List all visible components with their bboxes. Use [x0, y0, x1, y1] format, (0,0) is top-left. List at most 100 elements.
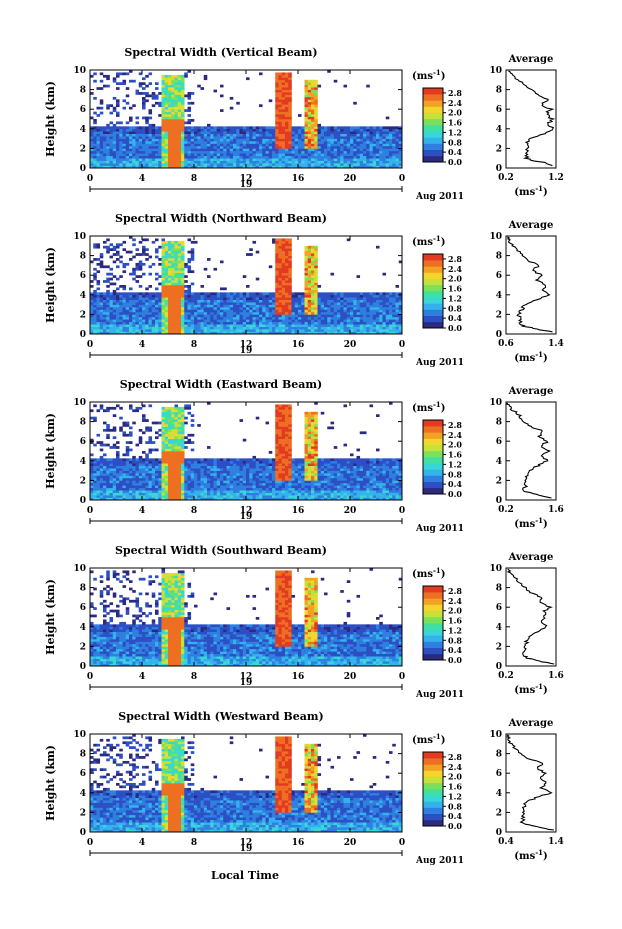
heatmap-cell — [125, 470, 130, 474]
heatmap-cell — [203, 319, 208, 323]
heatmap-cell — [197, 133, 201, 137]
heatmap-cell — [385, 153, 390, 157]
heatmap-cell — [346, 136, 351, 139]
heatmap-cell — [129, 473, 133, 476]
heatmap-cell — [132, 455, 136, 459]
heatmap-cell — [275, 270, 279, 274]
heatmap-cell — [239, 304, 244, 308]
heatmap-cell — [197, 131, 201, 134]
heatmap-cell — [242, 160, 247, 164]
heatmap-cell — [281, 128, 286, 132]
heatmap-cell — [132, 272, 136, 276]
heatmap-cell — [392, 145, 396, 149]
heatmap-cell — [363, 329, 367, 332]
heatmap-cell — [138, 155, 143, 159]
heatmap-cell — [285, 248, 289, 251]
heatmap-cell — [103, 148, 107, 152]
heatmap-cell — [324, 297, 328, 300]
heatmap-cell — [379, 304, 383, 308]
heatmap-cell — [125, 482, 130, 486]
heatmap-cell — [161, 282, 166, 286]
heatmap-cell — [194, 321, 198, 325]
heatmap-cell — [363, 321, 367, 325]
heatmap-cell — [311, 255, 315, 259]
heatmap-cell — [90, 150, 94, 154]
heatmap-cell — [125, 155, 130, 159]
heatmap-cell — [239, 319, 244, 323]
heatmap-cell — [285, 128, 289, 132]
heatmap-cell — [220, 131, 224, 134]
heatmap-cell — [135, 153, 140, 157]
heatmap-cell — [116, 468, 120, 471]
heatmap-cell — [197, 84, 201, 88]
heatmap-cell — [382, 294, 387, 298]
heatmap-cell — [304, 92, 309, 95]
heatmap-cell — [116, 455, 120, 459]
heatmap-cell — [132, 138, 136, 142]
heatmap-cell — [281, 326, 286, 330]
heatmap-cell — [106, 304, 110, 308]
heatmap-cell — [132, 468, 136, 471]
heatmap-cell — [119, 314, 123, 318]
heatmap-cell — [285, 270, 289, 274]
heatmap-cell — [99, 475, 104, 479]
heatmap-cell — [125, 309, 130, 313]
heatmap-cell — [307, 121, 312, 125]
heatmap-cell — [174, 270, 179, 274]
heatmap-cell — [220, 148, 224, 152]
heatmap-cell — [249, 253, 253, 256]
heatmap-cell — [190, 165, 195, 169]
heatmap-cell — [304, 255, 309, 259]
heatmap-cell — [122, 248, 127, 251]
colorbar-tick-label: 2.8 — [448, 254, 462, 264]
heatmap-cell — [138, 324, 143, 327]
heatmap-cell — [376, 126, 380, 130]
heatmap-cell — [291, 329, 296, 332]
heatmap-cell — [353, 292, 357, 296]
x-axis-label: Local Time — [211, 869, 279, 882]
heatmap-cell — [168, 92, 172, 95]
heatmap-cell — [285, 89, 289, 93]
heatmap-cell — [385, 138, 390, 142]
heatmap-cell — [99, 79, 104, 83]
colorbar-tick-label: 2.4 — [448, 98, 462, 108]
heatmap-cell — [314, 89, 318, 93]
heatmap-cell — [346, 145, 351, 149]
heatmap-cell — [93, 497, 97, 501]
heatmap-cell — [106, 331, 110, 335]
heatmap-cell — [275, 267, 279, 271]
heatmap-cell — [255, 324, 260, 327]
heatmap-cell — [109, 131, 114, 134]
heatmap-cell — [285, 150, 289, 154]
heatmap-cell — [148, 448, 153, 452]
heatmap-cell — [278, 148, 283, 152]
heatmap-cell — [304, 84, 309, 88]
heatmap-cell — [151, 304, 156, 308]
heatmap-cell — [168, 158, 172, 161]
heatmap-cell — [99, 150, 104, 154]
heatmap-cell — [142, 148, 146, 152]
heatmap-cell — [99, 441, 104, 444]
average-title: Average — [508, 220, 554, 231]
heatmap-cell — [285, 277, 289, 281]
heatmap-cell — [106, 272, 110, 276]
heatmap-cell — [285, 145, 289, 149]
heatmap-cell — [242, 309, 247, 313]
heatmap-cell — [236, 302, 240, 305]
heatmap-cell — [252, 309, 257, 313]
heatmap-cell — [174, 307, 179, 310]
heatmap-cell — [116, 104, 120, 108]
heatmap-cell — [129, 309, 133, 313]
heatmap-cell — [148, 272, 153, 276]
heatmap-cell — [324, 309, 328, 313]
heatmap-cell — [288, 165, 292, 169]
heatmap-cell — [164, 326, 169, 330]
heatmap-cell — [317, 331, 322, 335]
heatmap-cell — [177, 92, 182, 95]
heatmap-cell — [99, 101, 104, 105]
heatmap-cell — [112, 463, 117, 466]
heatmap-cell — [151, 155, 156, 159]
heatmap-cell — [129, 160, 133, 164]
heatmap-cell — [93, 111, 97, 115]
heatmap-cell — [96, 160, 101, 164]
